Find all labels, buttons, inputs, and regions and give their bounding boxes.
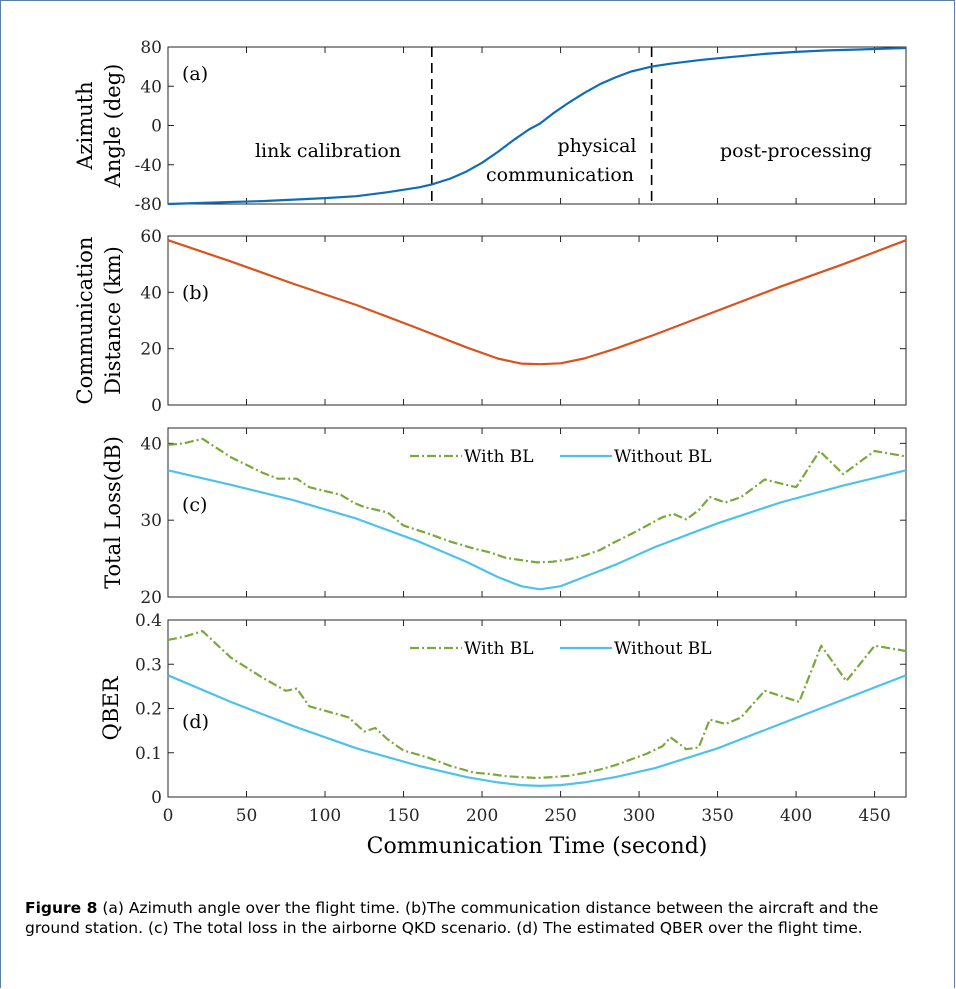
y-axis-label-line1: Azimuth bbox=[73, 81, 97, 170]
figure-panels: -80 -40 0 40 80 (a) Azimuth Angle (deg) link cal… bbox=[73, 38, 907, 859]
x-axis-label: Communication Time (second) bbox=[367, 834, 708, 859]
y-tick-label: 0 bbox=[151, 117, 162, 137]
legend-label: Without BL bbox=[614, 447, 712, 467]
x-tick-label: 450 bbox=[858, 806, 890, 826]
series-line bbox=[167, 46, 907, 206]
legend-label: Without BL bbox=[614, 639, 712, 659]
y-tick-label: 40 bbox=[140, 434, 162, 454]
series-line-with-bl bbox=[167, 437, 907, 564]
series-line-without-bl bbox=[167, 674, 907, 787]
panel-1: -80 -40 0 40 80 (a) Azimuth Angle (deg) link cal… bbox=[73, 38, 907, 215]
panel-label: (d) bbox=[182, 711, 209, 733]
y-axis-label-line1: Communication bbox=[73, 237, 97, 405]
y-tick-label: 0.3 bbox=[135, 655, 162, 675]
y-axis-label-line2: Angle (deg) bbox=[101, 64, 125, 189]
y-tick-label: 20 bbox=[140, 588, 162, 608]
x-tick-label: 350 bbox=[701, 806, 733, 826]
x-tick-label: 250 bbox=[544, 806, 576, 826]
y-tick-label: 80 bbox=[140, 38, 162, 58]
y-tick-label: 0.4 bbox=[135, 611, 162, 631]
axes-box bbox=[167, 427, 907, 598]
y-axis-label: Total Loss(dB) bbox=[101, 436, 125, 589]
legend: With BL Without BL bbox=[410, 639, 712, 659]
caption-label: Figure 8 bbox=[25, 899, 98, 917]
legend-label: With BL bbox=[464, 639, 534, 659]
series-line-without-bl bbox=[167, 469, 907, 591]
series-line bbox=[167, 239, 907, 366]
x-tick-label: 400 bbox=[780, 806, 812, 826]
y-tick-label: 60 bbox=[140, 227, 162, 247]
caption-text: (a) Azimuth angle over the flight time. … bbox=[25, 899, 879, 937]
x-tick-label: 50 bbox=[236, 806, 258, 826]
y-tick-label: 30 bbox=[140, 511, 162, 531]
y-tick-label: 40 bbox=[140, 283, 162, 303]
x-tick-label: 100 bbox=[309, 806, 341, 826]
annotation-physical: physical bbox=[557, 135, 636, 157]
x-tick-label: 200 bbox=[466, 806, 498, 826]
x-tick-label: 300 bbox=[623, 806, 655, 826]
x-tick-label: 150 bbox=[387, 806, 419, 826]
annotation-communication: communication bbox=[486, 164, 634, 186]
y-tick-label: -40 bbox=[135, 156, 162, 176]
series-line-with-bl bbox=[167, 630, 907, 780]
y-axis-label: QBER bbox=[99, 675, 123, 740]
axes-box bbox=[167, 235, 907, 406]
annotation-post-processing: post-processing bbox=[720, 140, 872, 162]
legend-label: With BL bbox=[464, 447, 534, 467]
figure-caption: Figure 8 (a) Azimuth angle over the flig… bbox=[25, 898, 935, 938]
y-tick-label: 40 bbox=[140, 77, 162, 97]
y-tick-label: 0.2 bbox=[135, 700, 162, 720]
axes-box bbox=[167, 619, 907, 798]
annotation-link-calibration: link calibration bbox=[255, 140, 401, 162]
panel-3: 20 30 40 (c) Total Loss(dB) With BL Without BL bbox=[101, 427, 907, 608]
panel-label: (a) bbox=[182, 63, 208, 85]
x-tick-label: 0 bbox=[163, 806, 174, 826]
y-tick-label: 0 bbox=[151, 788, 162, 808]
y-tick-label: 0.1 bbox=[135, 744, 162, 764]
panel-label: (b) bbox=[182, 282, 209, 304]
y-tick-label: 0 bbox=[151, 396, 162, 416]
y-tick-label: -80 bbox=[135, 195, 162, 215]
y-axis-label-line2: Distance (km) bbox=[101, 246, 125, 395]
legend: With BL Without BL bbox=[410, 447, 712, 467]
panel-2: 0 20 40 60 (b) Communication Distance (km) bbox=[73, 227, 907, 416]
y-tick-label: 20 bbox=[140, 340, 162, 360]
panel-label: (c) bbox=[182, 494, 207, 516]
panel-4: 0 0.1 0.2 0.3 0.4 0 50 100 150 200 250 300 350 400 450… bbox=[99, 611, 907, 859]
